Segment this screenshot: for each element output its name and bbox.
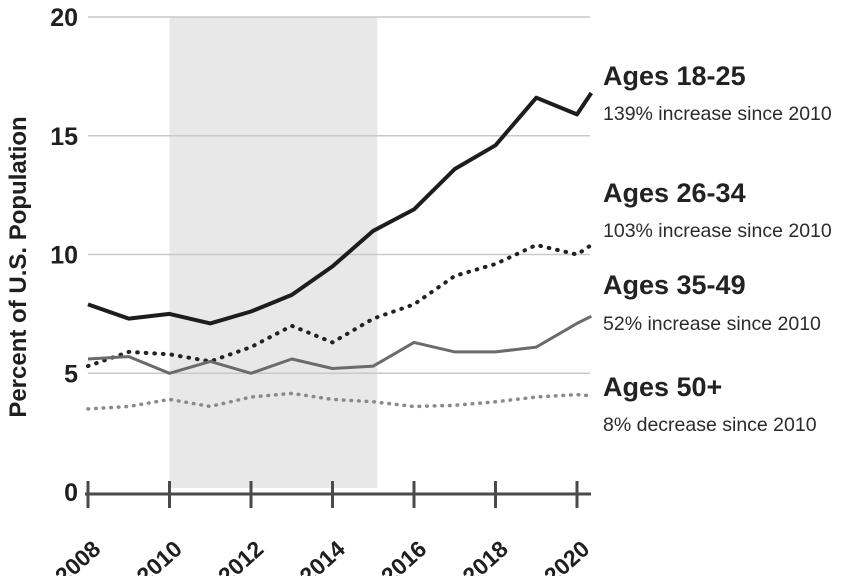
x-tick-label-2020: 2020: [539, 535, 594, 576]
y-tick-label-20: 20: [50, 4, 78, 32]
legend-title-ages-50plus: Ages 50+: [603, 372, 722, 402]
series-line-ages-50-: [86, 391, 594, 411]
x-tick-label-2018: 2018: [457, 535, 513, 576]
y-tick-label-10: 10: [50, 242, 78, 270]
legend-title-ages-35-49: Ages 35-49: [603, 270, 746, 300]
y-tick-label-5: 5: [64, 360, 78, 388]
legend-caption-ages-35-49: 52% increase since 2010: [603, 313, 821, 335]
series-line-ages-35-49: [87, 314, 592, 375]
x-tick-label-2012: 2012: [213, 535, 268, 576]
shaded-region: [169, 17, 378, 488]
legend-caption-ages-50plus: 8% decrease since 2010: [603, 414, 817, 436]
legend-title-ages-26-34: Ages 26-34: [603, 178, 746, 208]
series-line-ages-18-25: [87, 91, 593, 326]
y-tick-label-0: 0: [64, 479, 78, 507]
y-axis-title: Percent of U.S. Population: [5, 116, 32, 417]
legend: Ages 18-25 139% increase since 2010 Ages…: [603, 61, 832, 436]
series-line-ages-26-34: [86, 243, 594, 369]
legend-caption-ages-18-25: 139% increase since 2010: [603, 103, 832, 125]
legend-title-ages-18-25: Ages 18-25: [603, 61, 746, 91]
x-tick-label-2016: 2016: [376, 535, 431, 576]
x-tick-label-2010: 2010: [131, 535, 186, 576]
y-tick-label-15: 15: [50, 123, 78, 151]
x-tick-label-2008: 2008: [50, 535, 106, 576]
legend-caption-ages-26-34: 103% increase since 2010: [603, 220, 832, 242]
x-tick-label-2014: 2014: [294, 535, 350, 576]
